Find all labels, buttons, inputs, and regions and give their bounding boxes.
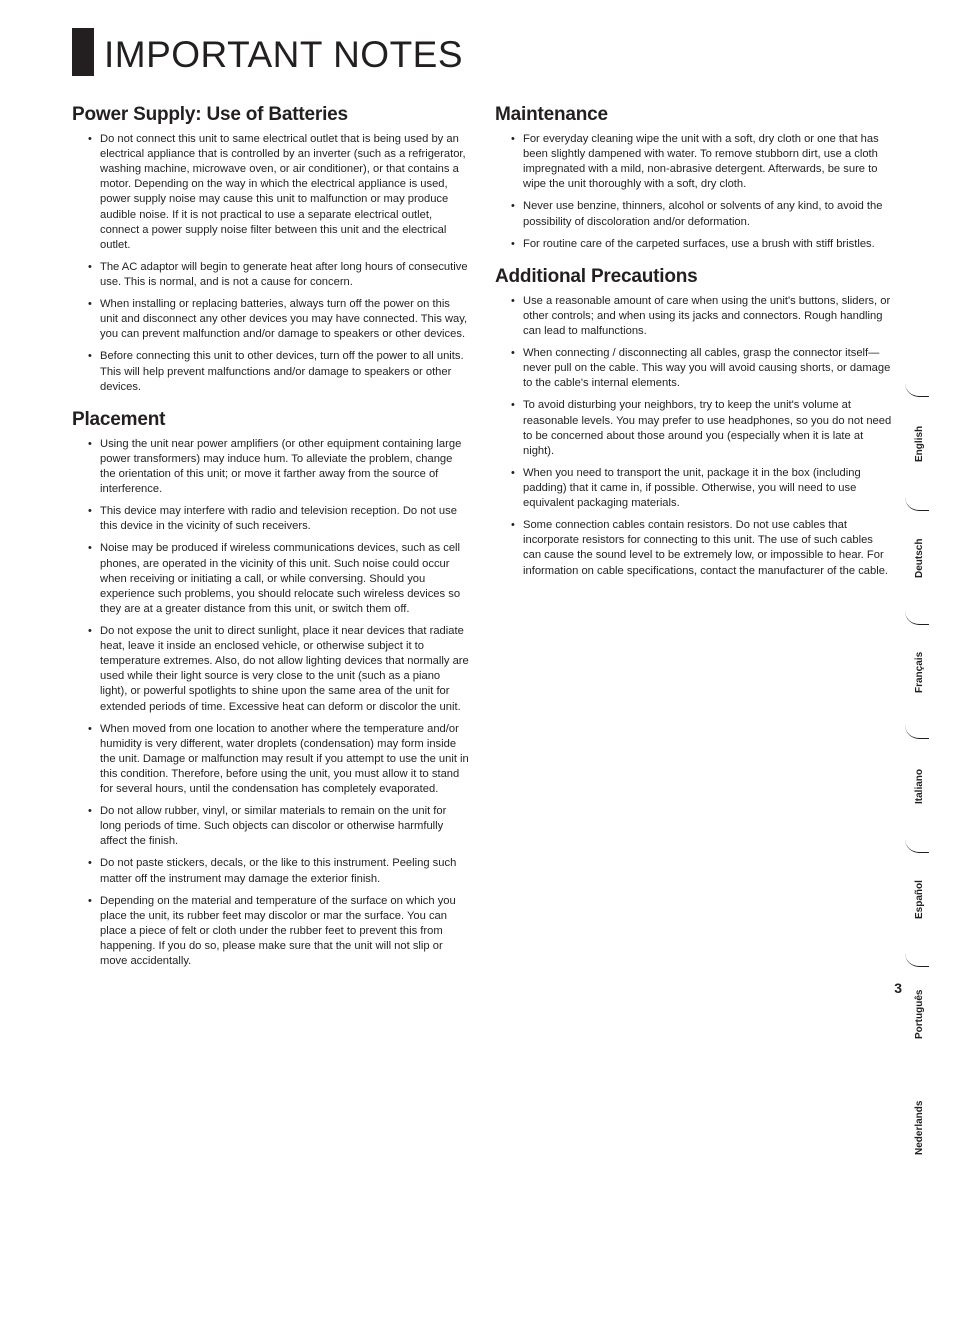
list-item: Never use benzine, thinners, alcohol or … [523, 199, 894, 229]
list-item: Do not connect this unit to same electri… [100, 132, 471, 253]
content-columns: Power Supply: Use of Batteries Do not co… [72, 104, 894, 976]
list-additional-precautions: Use a reasonable amount of care when usi… [495, 294, 894, 579]
list-item: Some connection cables contain resistors… [523, 518, 894, 578]
list-item: For routine care of the carpeted surface… [523, 237, 894, 252]
list-item: When you need to transport the unit, pac… [523, 466, 894, 511]
right-column: Maintenance For everyday cleaning wipe t… [495, 104, 894, 976]
lang-tab-english[interactable]: English [914, 396, 925, 492]
lang-tab-deutsch[interactable]: Deutsch [914, 510, 925, 606]
list-item: When installing or replacing batteries, … [100, 297, 471, 342]
list-placement: Using the unit near power amplifiers (or… [72, 437, 471, 970]
lang-tab-portugues[interactable]: Português [914, 966, 925, 1062]
heading-additional-precautions: Additional Precautions [495, 266, 894, 288]
heading-placement: Placement [72, 409, 471, 431]
list-item: This device may interfere with radio and… [100, 504, 471, 534]
list-power-supply: Do not connect this unit to same electri… [72, 132, 471, 395]
list-item: For everyday cleaning wipe the unit with… [523, 132, 894, 192]
title-block: IMPORTANT NOTES [72, 28, 894, 76]
list-item: When moved from one location to another … [100, 722, 471, 798]
manual-page: IMPORTANT NOTES Power Supply: Use of Bat… [0, 0, 954, 1016]
title-bar-icon [72, 28, 94, 76]
page-title: IMPORTANT NOTES [104, 28, 463, 76]
lang-tab-espanol[interactable]: Español [914, 852, 925, 948]
list-item: Using the unit near power amplifiers (or… [100, 437, 471, 497]
list-item: Do not allow rubber, vinyl, or similar m… [100, 804, 471, 849]
page-number: 3 [894, 980, 902, 996]
list-item: When connecting / disconnecting all cabl… [523, 346, 894, 391]
left-column: Power Supply: Use of Batteries Do not co… [72, 104, 471, 976]
list-item: The AC adaptor will begin to generate he… [100, 260, 471, 290]
lang-tab-francais[interactable]: Français [914, 624, 925, 720]
list-item: To avoid disturbing your neighbors, try … [523, 398, 894, 458]
list-item: Before connecting this unit to other dev… [100, 349, 471, 394]
lang-tab-nederlands[interactable]: Nederlands [914, 1080, 925, 1176]
list-item: Depending on the material and temperatur… [100, 894, 471, 970]
list-item: Noise may be produced if wireless commun… [100, 541, 471, 617]
list-item: Do not paste stickers, decals, or the li… [100, 856, 471, 886]
lang-tab-italiano[interactable]: Italiano [914, 738, 925, 834]
heading-maintenance: Maintenance [495, 104, 894, 126]
list-maintenance: For everyday cleaning wipe the unit with… [495, 132, 894, 252]
language-tabs: English Deutsch Français Italiano Españo… [914, 396, 954, 1194]
list-item: Use a reasonable amount of care when usi… [523, 294, 894, 339]
heading-power-supply: Power Supply: Use of Batteries [72, 104, 471, 126]
list-item: Do not expose the unit to direct sunligh… [100, 624, 471, 715]
